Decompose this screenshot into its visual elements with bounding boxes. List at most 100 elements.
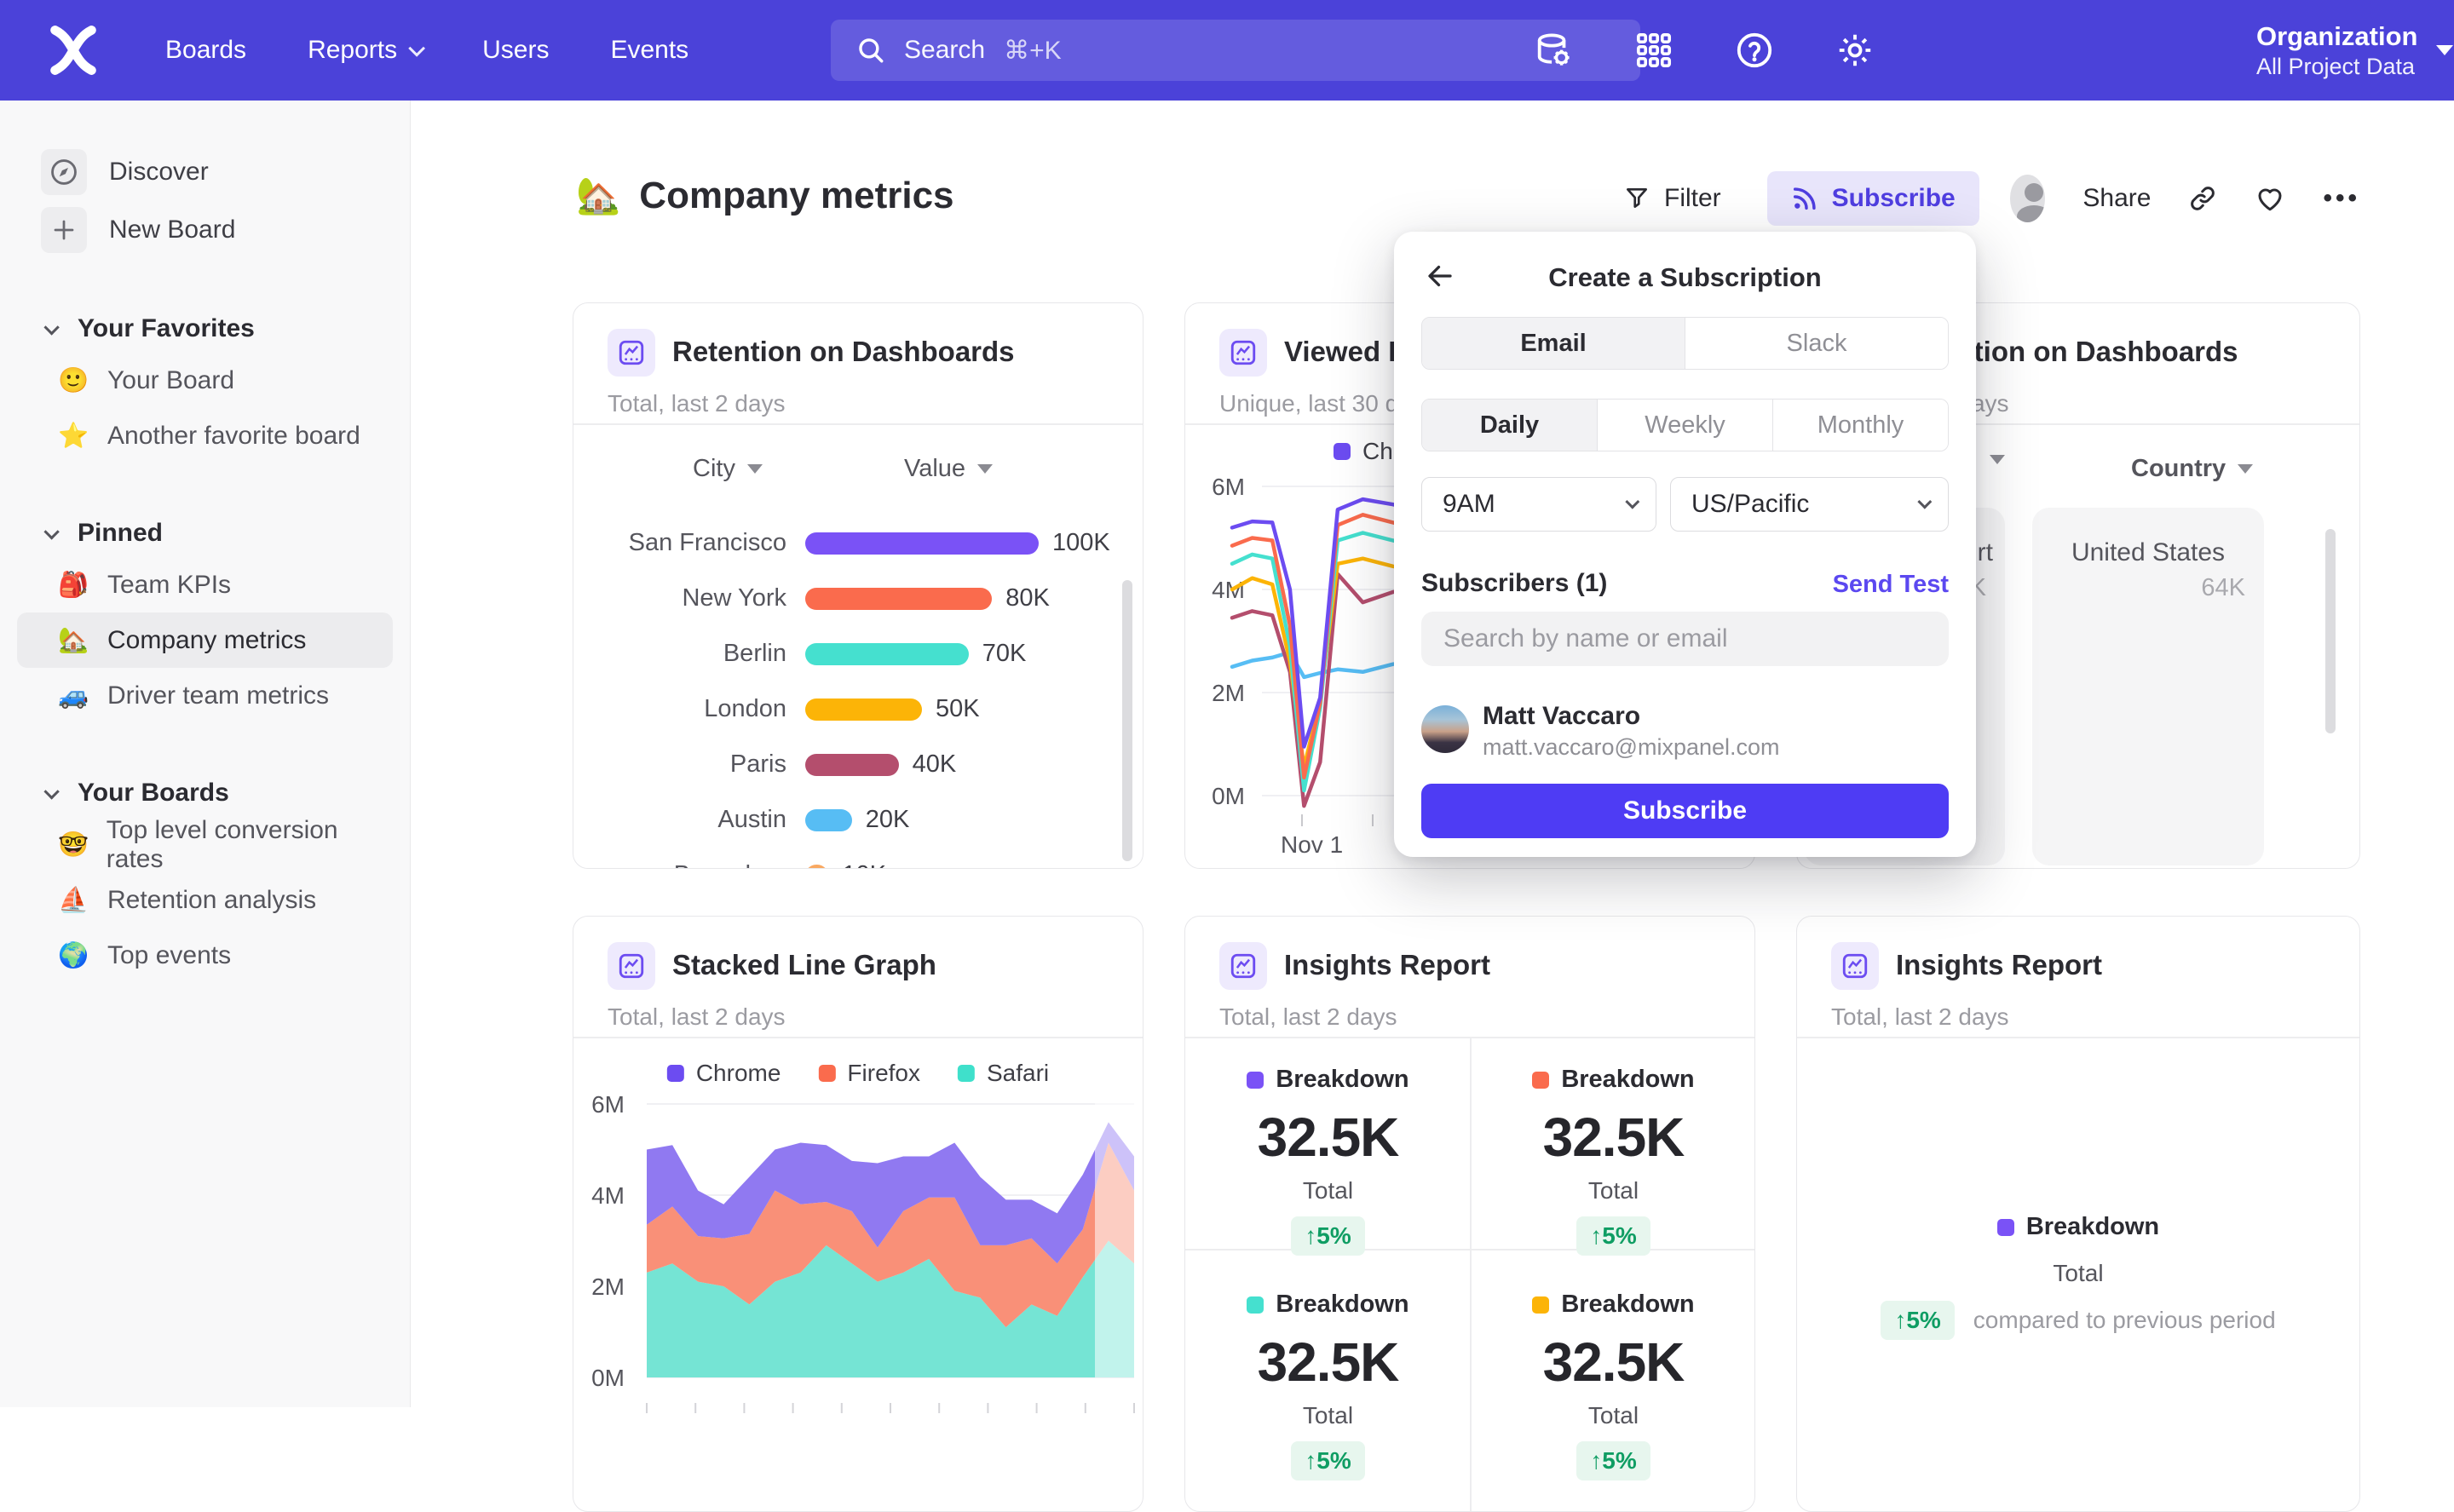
sidebar-board-item[interactable]: 🙂 Your Board [58,365,235,394]
chevron-down-icon [43,319,60,336]
scrollbar[interactable] [1122,580,1132,861]
search-input[interactable]: Search ⌘+K [831,20,1640,81]
table-row[interactable]: Berlin 70K [723,640,1027,667]
table-row[interactable]: Austin 20K [717,806,910,833]
country-box-united-states[interactable]: United States 64K [2032,508,2264,865]
sidebar-section-header[interactable]: Pinned [0,509,410,557]
series-color-icon [1532,1071,1550,1089]
series-color-icon [666,1065,684,1082]
tab-option[interactable]: Daily [1422,400,1597,451]
sort-caret-icon [977,464,994,474]
sort-caret-icon [746,464,763,474]
timezone-select[interactable]: US/Pacific [1670,477,1949,532]
favorite-button[interactable] [2255,183,2285,214]
nav-link[interactable]: Boards [165,36,247,64]
settings-gear-icon[interactable] [1835,31,1875,70]
y-axis-tick: 0M [591,1365,625,1391]
table-row[interactable]: London 50K [704,695,980,722]
sidebar-item-discover[interactable]: Discover [0,143,410,201]
sidebar-board-item[interactable]: 🌍 Top events [58,940,232,969]
sidebar-section-header[interactable]: Your Favorites [0,305,410,353]
sidebar: Discover New Board Your Favorites 🙂 Your… [0,101,411,1407]
value-bar [805,587,993,610]
y-axis-tick: 6M [591,1091,625,1118]
series-color-icon [1247,1071,1264,1089]
metric-cell[interactable]: Breakdown 32.5K Total ↑5% [1471,1066,1754,1256]
card-subtitle: Total, last 2 days [608,1003,786,1030]
nav-link[interactable]: Events [610,36,689,64]
metric-cell[interactable]: Breakdown 32.5K Total ↑5% [1185,1291,1471,1480]
nav-link[interactable]: Reports [308,36,426,65]
sidebar-section-header[interactable]: Your Boards [0,769,410,817]
subscriber-email: matt.vaccaro@mixpanel.com [1483,734,1780,760]
tab-option[interactable]: Weekly [1597,400,1772,451]
copy-link-button[interactable] [2188,184,2217,213]
heart-icon [2258,188,2282,211]
metric-value: 32.5K [1257,1107,1400,1168]
apps-grid-icon[interactable] [1634,31,1673,70]
series-color-icon [1532,1296,1550,1314]
legend-item[interactable]: Firefox [818,1060,920,1087]
sidebar-item-label: New Board [109,216,236,244]
more-options-button[interactable]: ••• [2323,184,2360,213]
table-row[interactable]: Bangalore 10K [573,848,1143,868]
column-header-country[interactable]: Country [2131,455,2254,483]
mixpanel-logo-icon[interactable] [48,25,99,76]
stacked-area-chart [646,1044,1135,1413]
tab-option[interactable]: Monthly [1772,400,1948,451]
send-test-link[interactable]: Send Test [1832,571,1949,598]
subscribe-button[interactable]: Subscribe [1766,171,1979,226]
tab-option[interactable]: Email [1422,318,1685,369]
modal-subscribe-button[interactable]: Subscribe [1421,784,1949,838]
card-subtitle: Total, last 2 days [1219,1003,1397,1030]
table-row[interactable]: Paris 40K [729,750,957,778]
y-axis-tick: 2M [591,1273,625,1300]
sidebar-board-item[interactable]: ⛵ Retention analysis [58,885,317,914]
report-chart-icon [1219,942,1267,990]
tab-option[interactable]: Slack [1685,318,1948,369]
legend-item[interactable]: Chrome [666,1060,781,1087]
value-bar [805,808,852,831]
value-bar [805,864,829,868]
column-header-value[interactable]: Value [904,455,994,483]
filter-button[interactable]: Filter [1623,184,1721,213]
sidebar-board-item[interactable]: 🤓 Top level conversion rates [58,815,338,873]
chart-legend: Chrome Firefox Safari [666,1060,1049,1087]
series-color-icon [818,1065,836,1082]
board-emoji-icon: 🌍 [58,941,89,969]
modal-title: Create a Subscription [1548,262,1822,292]
share-button[interactable]: Share [2082,184,2152,212]
back-arrow-icon[interactable] [1425,261,1455,291]
value-bar [805,698,922,721]
board-actions: Filter Subscribe Share ••• [1623,170,2360,227]
legend-item[interactable]: Safari [958,1060,1049,1087]
help-icon[interactable] [1735,31,1774,70]
scrollbar[interactable] [2325,529,2336,733]
divider [1797,423,2359,425]
subscriber-search-input[interactable]: Search by name or email [1421,612,1949,666]
metric-value: 32.5K [1542,1107,1685,1168]
nav-link[interactable]: Users [482,36,550,64]
divider [1470,1037,1472,1511]
table-row[interactable]: New York 80K [682,584,1050,612]
delta-badge: ↑5% [1881,1301,1955,1340]
sidebar-item-new-board[interactable]: New Board [0,201,410,259]
data-management-icon[interactable] [1534,31,1573,70]
delta-badge: ↑5% [1576,1216,1650,1256]
metric-cell[interactable]: Breakdown 32.5K Total ↑5% [1471,1291,1754,1480]
avatar[interactable] [2009,175,2046,222]
column-header-hidden[interactable] [1925,455,2005,464]
metric-cell[interactable]: Breakdown 32.5K Total ↑5% [1185,1066,1471,1256]
column-header-city[interactable]: City [693,455,763,483]
org-switcher[interactable]: Organization All Project Data [2256,0,2454,101]
search-placeholder: Search [904,36,986,64]
sidebar-board-item[interactable]: 🚙 Driver team metrics [58,681,330,710]
table-row[interactable]: San Francisco 100K [628,529,1110,556]
time-select[interactable]: 9AM [1421,477,1656,532]
sidebar-board-item[interactable]: 🎒 Team KPIs [58,570,232,599]
metric-cell[interactable]: Breakdown Total ↑5% compared to previous… [1797,1213,2359,1340]
sidebar-board-item[interactable]: ⭐ Another favorite board [58,421,360,450]
report-chart-icon [1219,329,1267,377]
report-chart-icon [608,942,655,990]
sidebar-board-item[interactable]: 🏡 Company metrics [17,612,393,668]
